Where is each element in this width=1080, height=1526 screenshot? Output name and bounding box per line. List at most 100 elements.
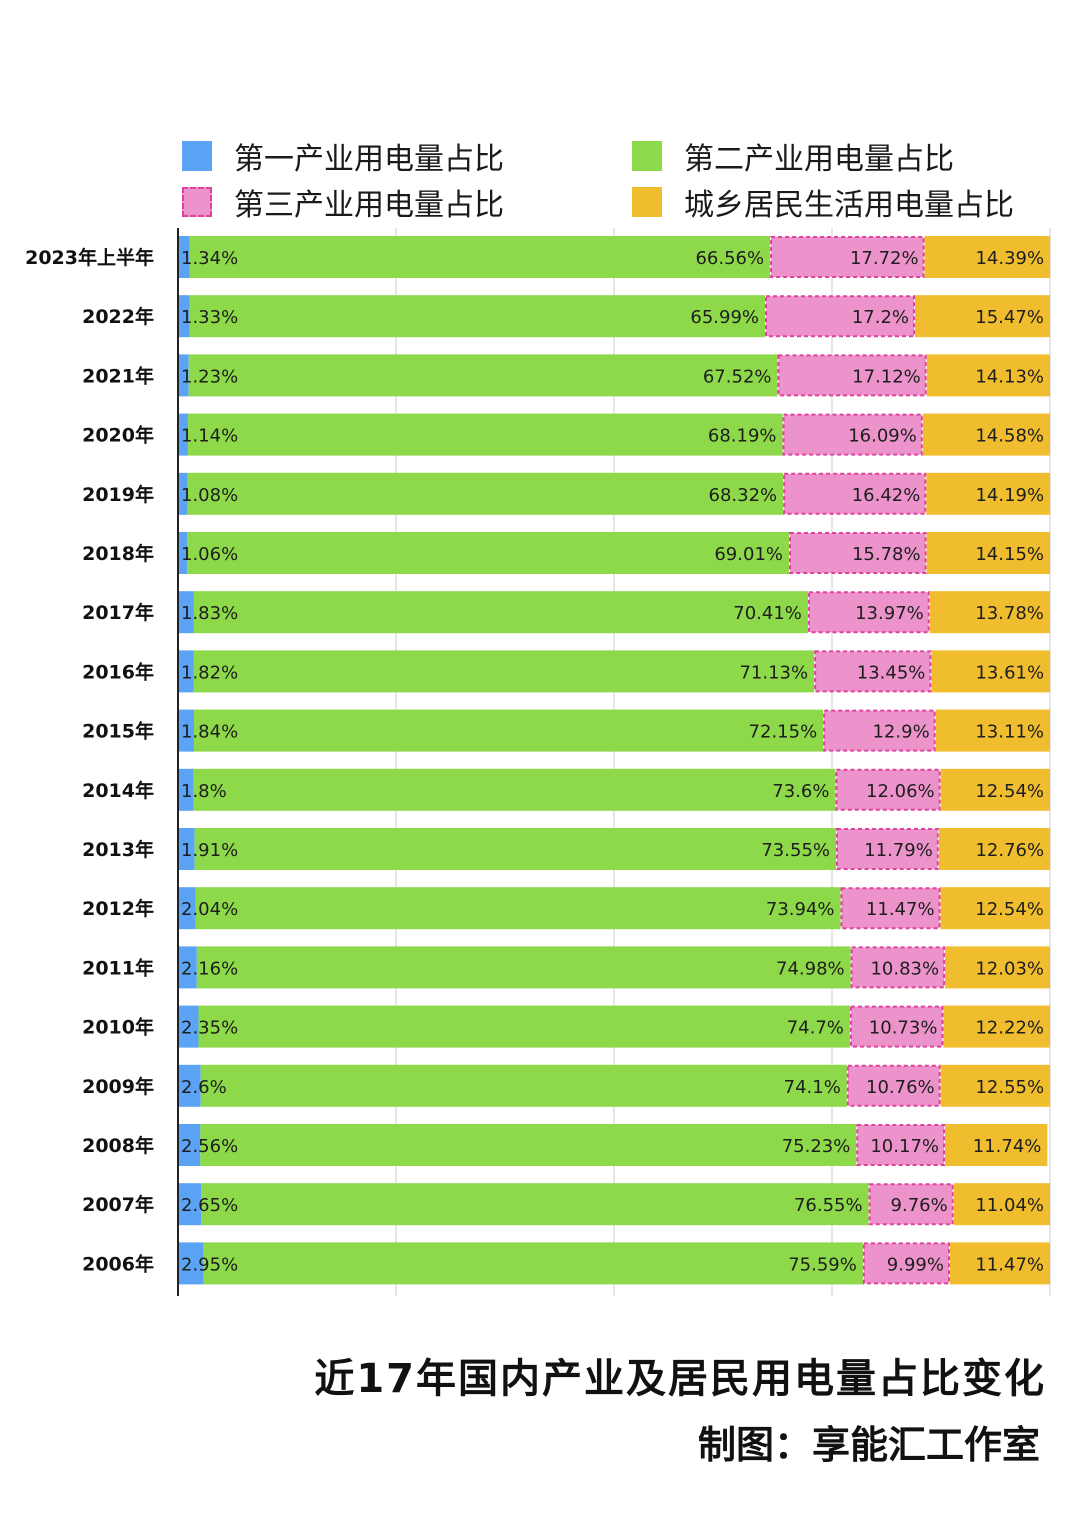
bar-secondary: [187, 532, 790, 574]
bar-residential: [938, 828, 1051, 870]
bar-residential: [926, 354, 1050, 397]
bar-primary: [178, 1064, 201, 1107]
data-labels: 1.34% 66.56% 17.72% 14.39% 1.33% 65.99% 17.2% 1…: [181, 248, 1044, 1275]
data-label-primary: 2.95%: [181, 1254, 238, 1275]
data-label-tertiary: 10.73%: [869, 1018, 938, 1039]
data-label-primary: 1.08%: [181, 485, 238, 506]
chart-credit: 制图：享能汇工作室: [697, 1423, 1040, 1467]
bar-primary: [178, 1183, 202, 1226]
data-label-tertiary: 12.9%: [872, 722, 929, 743]
category-label: 2017年: [82, 601, 154, 624]
data-label-secondary: 74.1%: [784, 1077, 841, 1098]
data-label-tertiary: 16.42%: [852, 485, 921, 506]
data-label-residential: 12.54%: [975, 899, 1044, 920]
data-label-residential: 14.19%: [975, 485, 1044, 506]
bar-secondary: [188, 354, 778, 397]
legend-label-tertiary: 第三产业用电量占比: [234, 188, 504, 223]
bar-residential: [945, 1124, 1048, 1166]
bar-residential: [915, 295, 1050, 338]
bar-primary: [178, 295, 190, 338]
legend-label-primary: 第一产业用电量占比: [234, 142, 504, 177]
data-label-secondary: 74.98%: [776, 958, 845, 979]
bar-tertiary: [770, 236, 925, 278]
data-label-residential: 14.15%: [975, 544, 1044, 565]
category-label: 2011年: [82, 956, 154, 979]
bar-secondary: [189, 295, 766, 338]
category-label: 2013年: [82, 838, 154, 861]
legend-swatch-tertiary: [182, 187, 212, 217]
bar-tertiary: [835, 768, 941, 811]
category-label: 2006年: [82, 1252, 154, 1275]
bar-tertiary: [850, 946, 946, 989]
bar-tertiary: [789, 532, 927, 574]
category-label: 2009年: [82, 1075, 154, 1098]
data-label-residential: 11.74%: [973, 1136, 1042, 1157]
data-label-residential: 15.47%: [975, 307, 1044, 328]
bar-tertiary: [777, 354, 927, 397]
bar-secondary: [193, 591, 808, 634]
bar-primary: [178, 1005, 199, 1048]
data-label-secondary: 69.01%: [714, 544, 783, 565]
bar-tertiary: [814, 650, 932, 693]
bar-primary: [178, 591, 194, 634]
bar-tertiary: [783, 472, 927, 515]
data-label-primary: 1.34%: [181, 248, 238, 269]
bar-secondary: [187, 472, 784, 515]
data-label-primary: 1.33%: [181, 307, 238, 328]
category-label: 2021年: [82, 364, 154, 387]
data-label-primary: 2.04%: [181, 899, 238, 920]
bar-secondary: [200, 1124, 857, 1166]
bar-residential: [940, 768, 1050, 811]
bar-secondary: [201, 1183, 869, 1226]
bar-residential: [929, 591, 1050, 634]
data-label-primary: 1.91%: [181, 840, 238, 861]
data-label-tertiary: 15.78%: [852, 544, 921, 565]
data-label-secondary: 73.94%: [766, 899, 835, 920]
bar-tertiary: [846, 1064, 941, 1107]
category-label: 2019年: [82, 483, 154, 506]
bar-secondary: [198, 1005, 850, 1048]
data-label-secondary: 65.99%: [690, 307, 759, 328]
category-label: 2020年: [82, 424, 154, 447]
data-label-primary: 2.35%: [181, 1018, 238, 1039]
bar-secondary: [189, 236, 771, 278]
bar-tertiary: [807, 591, 930, 634]
data-label-primary: 1.14%: [181, 426, 238, 447]
bar-primary: [178, 413, 188, 456]
data-label-primary: 1.8%: [181, 781, 227, 802]
bar-residential: [943, 1005, 1050, 1048]
bar-tertiary: [862, 1242, 950, 1285]
data-label-residential: 13.61%: [975, 662, 1044, 683]
bar-residential: [926, 472, 1051, 515]
category-label: 2018年: [82, 542, 154, 565]
data-label-residential: 11.47%: [975, 1254, 1044, 1275]
legend-swatch-primary: [182, 141, 212, 171]
data-label-secondary: 73.6%: [772, 781, 829, 802]
bar-residential: [922, 413, 1050, 456]
bar-primary: [178, 1124, 201, 1166]
bar-tertiary: [868, 1183, 954, 1226]
data-label-tertiary: 10.17%: [870, 1136, 939, 1157]
data-label-tertiary: 17.72%: [850, 248, 919, 269]
data-label-residential: 12.76%: [975, 840, 1044, 861]
data-label-residential: 14.58%: [975, 426, 1044, 447]
data-label-primary: 2.65%: [181, 1195, 238, 1216]
data-label-secondary: 68.19%: [708, 426, 777, 447]
data-label-tertiary: 13.97%: [855, 603, 924, 624]
legend-item-tertiary: 第三产业用电量占比: [182, 182, 632, 223]
bar-secondary: [195, 887, 841, 930]
bar-primary: [178, 709, 195, 752]
data-label-tertiary: 11.79%: [864, 840, 933, 861]
legend-label-secondary: 第二产业用电量占比: [684, 142, 954, 177]
bar-primary: [178, 887, 196, 930]
data-label-secondary: 71.13%: [739, 662, 808, 683]
bar-primary: [178, 1242, 204, 1285]
bar-primary: [178, 768, 194, 811]
bar-tertiary: [856, 1124, 946, 1166]
data-label-tertiary: 17.12%: [852, 366, 921, 387]
bar-residential: [940, 887, 1050, 930]
bar-secondary: [194, 828, 837, 870]
bar-residential: [931, 650, 1051, 693]
category-labels: 2023年上半年 2022年 2021年 2020年 2019年 2018年 2017年 20…: [25, 246, 154, 1275]
data-label-secondary: 67.52%: [703, 366, 772, 387]
